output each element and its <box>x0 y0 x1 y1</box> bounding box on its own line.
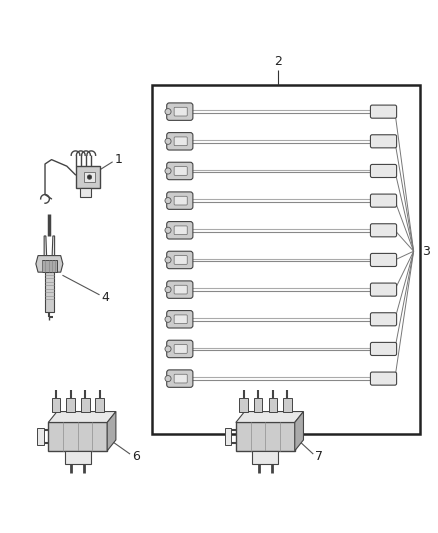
Bar <box>75 166 99 188</box>
FancyBboxPatch shape <box>174 344 187 353</box>
Bar <box>252 451 278 464</box>
Polygon shape <box>48 411 116 423</box>
Bar <box>224 428 231 446</box>
FancyBboxPatch shape <box>174 137 187 146</box>
Polygon shape <box>235 411 303 423</box>
Bar <box>253 399 262 411</box>
FancyBboxPatch shape <box>370 313 396 326</box>
Circle shape <box>165 138 171 144</box>
FancyBboxPatch shape <box>174 196 187 205</box>
Circle shape <box>165 257 171 263</box>
FancyBboxPatch shape <box>174 107 187 116</box>
Bar <box>81 399 89 411</box>
Circle shape <box>165 109 171 115</box>
FancyBboxPatch shape <box>166 340 192 358</box>
FancyBboxPatch shape <box>370 372 396 385</box>
Bar <box>80 188 91 197</box>
Bar <box>239 399 247 411</box>
FancyBboxPatch shape <box>174 315 187 324</box>
FancyBboxPatch shape <box>166 222 192 239</box>
FancyBboxPatch shape <box>166 311 192 328</box>
Bar <box>152 85 419 434</box>
FancyBboxPatch shape <box>166 162 192 180</box>
Bar <box>64 451 91 464</box>
FancyBboxPatch shape <box>166 192 192 209</box>
FancyBboxPatch shape <box>370 164 396 177</box>
Polygon shape <box>294 411 303 451</box>
Polygon shape <box>107 411 116 451</box>
FancyBboxPatch shape <box>166 103 192 120</box>
Polygon shape <box>44 236 54 260</box>
Text: 2: 2 <box>274 55 282 68</box>
FancyBboxPatch shape <box>174 374 187 383</box>
Circle shape <box>165 287 171 293</box>
Bar <box>95 399 104 411</box>
Circle shape <box>165 346 171 352</box>
Bar <box>52 399 60 411</box>
FancyBboxPatch shape <box>166 133 192 150</box>
Text: 4: 4 <box>102 290 110 303</box>
Circle shape <box>165 376 171 382</box>
Bar <box>66 399 75 411</box>
FancyBboxPatch shape <box>174 256 187 264</box>
Circle shape <box>165 316 171 322</box>
FancyBboxPatch shape <box>174 167 187 175</box>
FancyBboxPatch shape <box>370 194 396 207</box>
FancyBboxPatch shape <box>370 224 396 237</box>
Circle shape <box>165 168 171 174</box>
Bar <box>235 423 294 451</box>
Bar <box>268 399 277 411</box>
Text: 1: 1 <box>115 153 122 166</box>
Circle shape <box>165 227 171 233</box>
FancyBboxPatch shape <box>166 251 192 269</box>
Bar <box>42 260 57 272</box>
Bar <box>45 272 54 312</box>
Circle shape <box>165 198 171 204</box>
FancyBboxPatch shape <box>174 226 187 235</box>
Bar <box>283 399 291 411</box>
Text: 6: 6 <box>132 450 140 463</box>
FancyBboxPatch shape <box>370 135 396 148</box>
Circle shape <box>87 175 92 179</box>
FancyBboxPatch shape <box>370 253 396 266</box>
Bar <box>48 423 107 451</box>
FancyBboxPatch shape <box>174 285 187 294</box>
FancyBboxPatch shape <box>370 342 396 356</box>
Bar <box>84 172 95 182</box>
Text: 3: 3 <box>421 245 429 258</box>
Polygon shape <box>36 256 63 272</box>
FancyBboxPatch shape <box>370 283 396 296</box>
FancyBboxPatch shape <box>166 281 192 298</box>
FancyBboxPatch shape <box>166 370 192 387</box>
FancyBboxPatch shape <box>370 105 396 118</box>
Bar <box>37 428 44 446</box>
Text: 7: 7 <box>315 450 323 463</box>
